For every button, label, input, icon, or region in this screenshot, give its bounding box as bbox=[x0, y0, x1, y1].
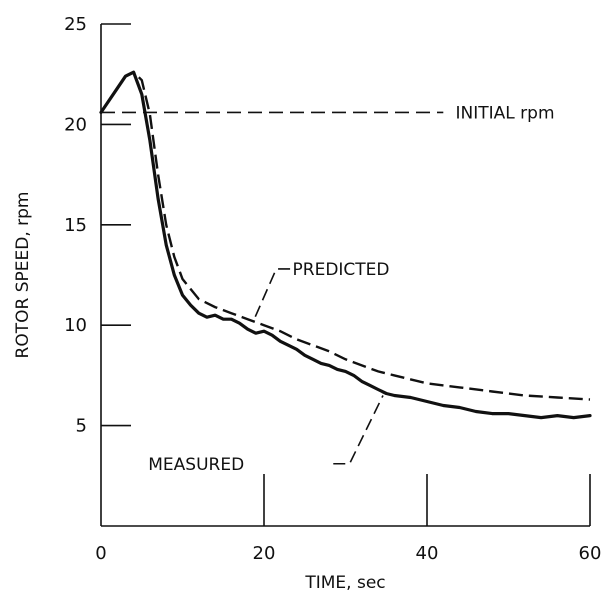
x-tick-label: 20 bbox=[253, 543, 276, 564]
measured-label: MEASURED bbox=[148, 455, 244, 475]
y-axis-title: ROTOR SPEED, rpm bbox=[13, 192, 33, 359]
predicted-series-line bbox=[100, 70, 591, 401]
x-tick-label: 60 bbox=[579, 543, 602, 564]
axes bbox=[100, 24, 590, 527]
measured-series-line bbox=[99, 70, 592, 420]
predicted-label: PREDICTED bbox=[293, 260, 390, 280]
y-tick-label: 20 bbox=[64, 114, 87, 135]
annotations bbox=[253, 268, 384, 465]
x-tick-label: 0 bbox=[95, 543, 106, 564]
ticks: 5 10 15 20 25 0 20 40 60 bbox=[64, 14, 601, 564]
initial-rpm-label: INITIAL rpm bbox=[456, 103, 555, 123]
x-axis-title: TIME, sec bbox=[304, 573, 385, 593]
y-tick-label: 25 bbox=[64, 14, 87, 35]
y-tick-label: 15 bbox=[64, 215, 87, 236]
predicted-leader-line bbox=[253, 268, 291, 320]
y-tick-label: 10 bbox=[64, 315, 87, 336]
measured-leader-line bbox=[333, 395, 384, 465]
x-tick-label: 40 bbox=[416, 543, 439, 564]
y-tick-label: 5 bbox=[76, 416, 87, 437]
series bbox=[99, 70, 592, 420]
